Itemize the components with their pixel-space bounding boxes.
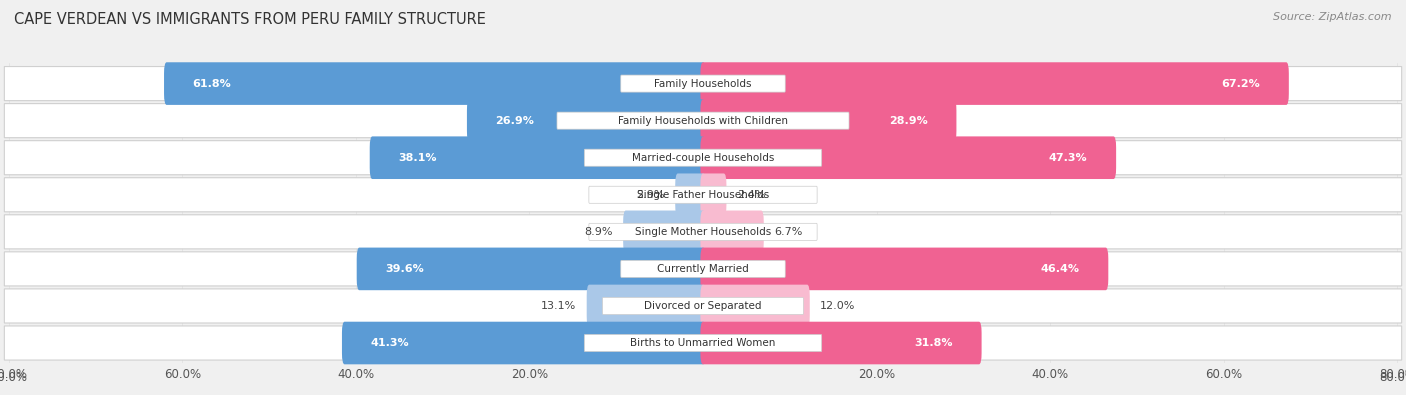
FancyBboxPatch shape — [4, 141, 1402, 175]
Text: 80.0%: 80.0% — [1379, 371, 1406, 384]
Text: 61.8%: 61.8% — [193, 79, 232, 88]
FancyBboxPatch shape — [700, 285, 810, 327]
Text: Single Mother Households: Single Mother Households — [636, 227, 770, 237]
Text: 13.1%: 13.1% — [541, 301, 576, 311]
FancyBboxPatch shape — [165, 62, 706, 105]
FancyBboxPatch shape — [700, 136, 1116, 179]
FancyBboxPatch shape — [342, 322, 706, 364]
Text: Births to Unmarried Women: Births to Unmarried Women — [630, 338, 776, 348]
FancyBboxPatch shape — [603, 297, 803, 314]
Text: 2.9%: 2.9% — [637, 190, 665, 200]
Text: 47.3%: 47.3% — [1049, 153, 1087, 163]
FancyBboxPatch shape — [4, 252, 1402, 286]
FancyBboxPatch shape — [621, 260, 785, 277]
Text: 46.4%: 46.4% — [1040, 264, 1080, 274]
FancyBboxPatch shape — [586, 285, 706, 327]
Text: Family Households with Children: Family Households with Children — [619, 116, 787, 126]
Text: 28.9%: 28.9% — [889, 116, 928, 126]
Text: 2.4%: 2.4% — [737, 190, 765, 200]
Text: Married-couple Households: Married-couple Households — [631, 153, 775, 163]
FancyBboxPatch shape — [370, 136, 706, 179]
Text: 8.9%: 8.9% — [585, 227, 613, 237]
FancyBboxPatch shape — [621, 75, 785, 92]
FancyBboxPatch shape — [4, 215, 1402, 249]
Text: Divorced or Separated: Divorced or Separated — [644, 301, 762, 311]
Text: 80.0%: 80.0% — [0, 371, 27, 384]
FancyBboxPatch shape — [623, 211, 706, 253]
FancyBboxPatch shape — [4, 103, 1402, 138]
FancyBboxPatch shape — [357, 248, 706, 290]
Text: 26.9%: 26.9% — [495, 116, 534, 126]
Text: Family Households: Family Households — [654, 79, 752, 88]
FancyBboxPatch shape — [4, 289, 1402, 323]
Text: 31.8%: 31.8% — [914, 338, 953, 348]
Text: Source: ZipAtlas.com: Source: ZipAtlas.com — [1274, 12, 1392, 22]
FancyBboxPatch shape — [700, 211, 763, 253]
FancyBboxPatch shape — [4, 178, 1402, 212]
FancyBboxPatch shape — [675, 173, 706, 216]
Text: CAPE VERDEAN VS IMMIGRANTS FROM PERU FAMILY STRUCTURE: CAPE VERDEAN VS IMMIGRANTS FROM PERU FAM… — [14, 12, 486, 27]
FancyBboxPatch shape — [557, 112, 849, 129]
FancyBboxPatch shape — [700, 248, 1108, 290]
FancyBboxPatch shape — [700, 99, 956, 142]
FancyBboxPatch shape — [700, 62, 1289, 105]
Text: 67.2%: 67.2% — [1222, 79, 1260, 88]
Text: 41.3%: 41.3% — [371, 338, 409, 348]
FancyBboxPatch shape — [4, 66, 1402, 101]
Text: Single Father Households: Single Father Households — [637, 190, 769, 200]
Text: 6.7%: 6.7% — [775, 227, 803, 237]
FancyBboxPatch shape — [4, 326, 1402, 360]
FancyBboxPatch shape — [467, 99, 706, 142]
FancyBboxPatch shape — [585, 149, 821, 166]
Text: 38.1%: 38.1% — [398, 153, 437, 163]
Text: Currently Married: Currently Married — [657, 264, 749, 274]
FancyBboxPatch shape — [589, 223, 817, 240]
FancyBboxPatch shape — [700, 322, 981, 364]
FancyBboxPatch shape — [585, 335, 821, 352]
Text: 12.0%: 12.0% — [820, 301, 855, 311]
FancyBboxPatch shape — [589, 186, 817, 203]
FancyBboxPatch shape — [700, 173, 727, 216]
Text: 39.6%: 39.6% — [385, 264, 425, 274]
